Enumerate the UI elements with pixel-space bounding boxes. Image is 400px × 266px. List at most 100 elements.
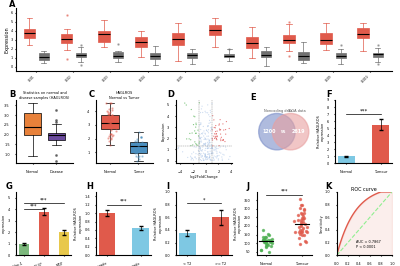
Text: 55: 55: [281, 130, 286, 134]
Point: [104, 109, 110, 113]
Point: [205, 146, 211, 150]
Point: [212, 147, 219, 151]
Point: [263, 244, 270, 248]
Point: [190, 143, 196, 147]
Point: [198, 107, 205, 111]
Point: [105, 116, 112, 120]
Point: [205, 142, 211, 147]
Point: [207, 157, 213, 161]
PathPatch shape: [336, 53, 346, 58]
Point: [205, 137, 211, 141]
Point: [196, 135, 203, 139]
Point: [298, 228, 305, 232]
Point: [206, 118, 213, 123]
Point: [217, 118, 223, 122]
Point: [220, 122, 226, 126]
Text: AUC = 0.7867: AUC = 0.7867: [356, 240, 381, 244]
Point: [202, 136, 209, 141]
Bar: [212, 217, 229, 255]
Point: [108, 122, 115, 126]
Point: [202, 131, 208, 135]
Point: [107, 101, 114, 105]
Point: [196, 101, 202, 105]
Point: [200, 158, 207, 163]
Point: [300, 226, 306, 230]
Point: [107, 123, 113, 127]
Point: [107, 120, 113, 125]
Point: [138, 148, 144, 152]
Point: [190, 158, 196, 162]
Point: [134, 139, 141, 143]
Point: [105, 135, 111, 140]
Point: [109, 113, 116, 118]
Point: [209, 146, 216, 150]
Point: [302, 222, 308, 226]
Point: [258, 248, 264, 252]
Text: J: J: [246, 182, 250, 191]
Point: [192, 129, 198, 133]
Point: [207, 108, 214, 113]
Point: [135, 142, 141, 146]
Point: [222, 132, 229, 136]
Point: [261, 240, 267, 244]
Point: [213, 136, 220, 140]
Point: [216, 153, 222, 158]
Point: [258, 248, 264, 252]
PathPatch shape: [150, 53, 160, 59]
Point: [198, 131, 205, 136]
Point: [203, 155, 210, 159]
Point: [108, 135, 114, 140]
Point: [209, 145, 215, 149]
Point: [205, 143, 211, 147]
Point: [202, 132, 208, 136]
Point: [195, 143, 201, 147]
Point: [265, 243, 272, 247]
PathPatch shape: [224, 54, 234, 57]
PathPatch shape: [98, 31, 110, 41]
Point: [204, 111, 211, 115]
Point: [196, 145, 202, 149]
Text: I: I: [166, 182, 170, 191]
Point: [198, 122, 204, 126]
Point: [296, 236, 302, 240]
Point: [209, 128, 216, 132]
Point: [134, 158, 140, 163]
Bar: [39, 211, 49, 255]
PathPatch shape: [172, 33, 184, 45]
Point: [198, 158, 204, 163]
Point: [267, 244, 274, 248]
Point: [207, 152, 213, 156]
Point: [217, 127, 224, 132]
Point: [204, 134, 210, 138]
Point: [208, 126, 214, 130]
Point: [209, 102, 215, 106]
Point: [196, 123, 203, 127]
Point: [188, 158, 194, 162]
Point: [216, 150, 223, 154]
Y-axis label: Expression: Expression: [162, 122, 166, 141]
Point: [204, 146, 210, 150]
Text: ***: ***: [120, 199, 128, 204]
PathPatch shape: [261, 51, 272, 57]
Point: [202, 143, 209, 148]
Point: [202, 153, 208, 158]
Point: [203, 128, 210, 133]
Point: [109, 108, 116, 112]
Point: [209, 151, 215, 155]
Point: [260, 228, 267, 232]
Point: [190, 150, 197, 154]
Point: [205, 124, 211, 128]
Point: [211, 148, 217, 152]
Point: [262, 240, 269, 244]
Y-axis label: Relative HAGLROS
expression: Relative HAGLROS expression: [154, 207, 163, 240]
Point: [202, 153, 208, 157]
Point: [299, 202, 306, 207]
Point: [206, 140, 213, 144]
PathPatch shape: [209, 25, 221, 35]
Point: [221, 153, 227, 157]
PathPatch shape: [102, 115, 118, 129]
Point: [134, 142, 141, 146]
Point: [200, 143, 207, 147]
Point: [261, 237, 267, 241]
Text: C: C: [89, 90, 95, 99]
